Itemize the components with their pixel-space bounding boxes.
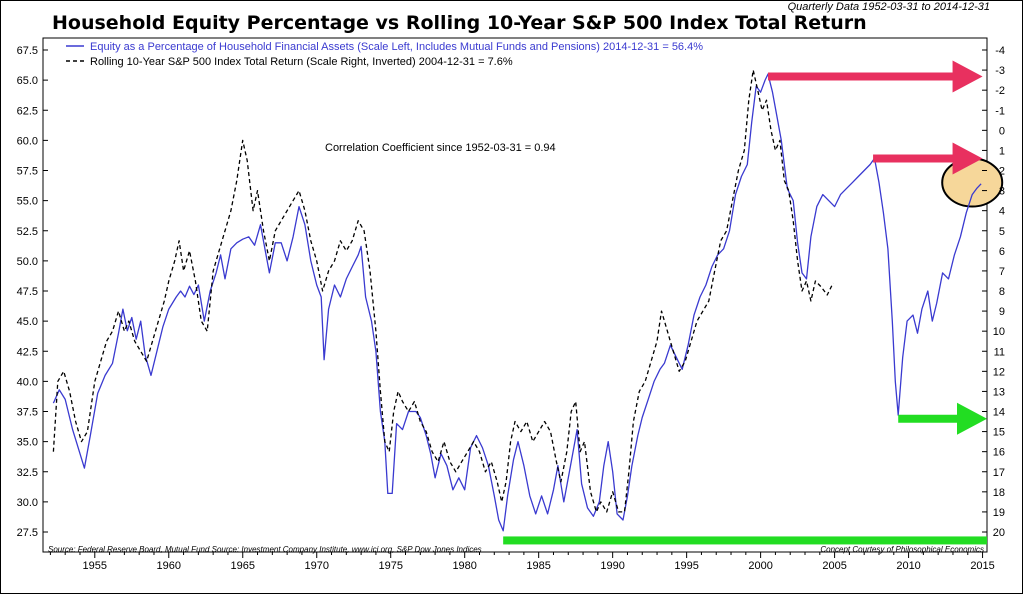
left-tick-label: 27.5 — [17, 527, 38, 539]
right-tick-label: 5 — [999, 226, 1005, 238]
highlight-arrow — [898, 402, 987, 435]
chart-title: Household Equity Percentage vs Rolling 1… — [52, 12, 867, 34]
legend-label-equity: Equity as a Percentage of Household Fina… — [90, 41, 703, 53]
left-tick-label: 30.0 — [17, 497, 38, 509]
x-tick-label: 1975 — [378, 560, 402, 572]
source-note: Source: Federal Reserve Board, Mutual Fu… — [48, 545, 482, 554]
left-tick-label: 57.5 — [17, 166, 38, 178]
left-tick-label: 40.0 — [17, 376, 38, 388]
left-tick-label: 55.0 — [17, 196, 38, 208]
right-tick-label: 10 — [993, 326, 1005, 338]
right-tick-label: 0 — [999, 125, 1005, 137]
x-tick-label: 1985 — [526, 560, 550, 572]
x-tick-label: 1970 — [304, 560, 328, 572]
left-tick-label: 45.0 — [17, 316, 38, 328]
highlight-arrow — [873, 142, 983, 175]
right-tick-label: 7 — [999, 266, 1005, 278]
rolling-return-line — [52, 69, 834, 513]
left-tick-label: 32.5 — [17, 467, 38, 479]
x-axis: 1955 1960 1965 1970 1975 1980 1985 1990 1995 2000… — [49, 552, 995, 572]
credit-note: Concept Courtesy of Philosophical Econom… — [820, 545, 984, 554]
left-tick-label: 50.0 — [17, 256, 38, 268]
correlation-annotation: Correlation Coefficient since 1952-03-31… — [325, 142, 556, 154]
highlight-arrow — [768, 60, 983, 93]
right-tick-label: 8 — [999, 286, 1005, 298]
right-tick-label: 4 — [999, 206, 1005, 218]
right-tick-label: 14 — [993, 407, 1005, 419]
right-tick-label: 15 — [993, 427, 1005, 439]
right-tick-label: 12 — [993, 366, 1005, 378]
right-tick-label: -1 — [995, 105, 1005, 117]
x-tick-label: 1995 — [674, 560, 698, 572]
left-tick-label: 67.5 — [17, 45, 38, 57]
x-tick-label: 1960 — [157, 560, 181, 572]
left-tick-label: 62.5 — [17, 105, 38, 117]
left-tick-label: 37.5 — [17, 407, 38, 419]
highlight-circle — [941, 157, 1004, 208]
right-tick-label: -2 — [995, 85, 1005, 97]
left-tick-label: 35.0 — [17, 437, 38, 449]
left-tick-label: 47.5 — [17, 286, 38, 298]
legend: Equity as a Percentage of Household Fina… — [66, 41, 703, 68]
x-tick-label: 1955 — [83, 560, 107, 572]
x-tick-label: 1980 — [452, 560, 476, 572]
right-tick-label: 13 — [993, 386, 1005, 398]
right-tick-label: 19 — [993, 507, 1005, 519]
right-tick-label: 20 — [993, 527, 1005, 539]
right-tick-label: -3 — [995, 65, 1005, 77]
chart-subtitle: Quarterly Data 1952-03-31 to 2014-12-31 — [788, 1, 990, 13]
right-tick-label: 11 — [994, 346, 1005, 358]
right-tick-label: 16 — [993, 447, 1005, 459]
right-tick-label: 3 — [999, 186, 1005, 198]
x-tick-label: 2005 — [822, 560, 846, 572]
equity-percentage-line — [52, 73, 982, 532]
x-tick-label: 2010 — [896, 560, 920, 572]
right-tick-label: 9 — [999, 306, 1005, 318]
series-layer — [52, 69, 982, 532]
right-tick-label: 2 — [999, 166, 1005, 178]
right-tick-label: -4 — [995, 45, 1005, 57]
x-tick-label: 1990 — [600, 560, 624, 572]
left-tick-label: 52.5 — [17, 226, 38, 238]
legend-label-return: Rolling 10-Year S&P 500 Index Total Retu… — [90, 56, 513, 68]
left-y-axis: 27.5 30.0 32.5 35.0 37.5 40.0 42.5 45.0 47.5 50.0… — [17, 45, 48, 539]
right-tick-label: 6 — [999, 246, 1005, 258]
left-tick-label: 65.0 — [17, 75, 38, 87]
x-tick-label: 1965 — [231, 560, 255, 572]
x-tick-label: 2015 — [970, 560, 994, 572]
left-tick-label: 42.5 — [17, 346, 38, 358]
right-tick-label: 18 — [993, 487, 1005, 499]
right-tick-label: 17 — [993, 467, 1005, 479]
plot-frame — [42, 37, 988, 553]
x-tick-label: 2000 — [748, 560, 772, 572]
highlight-annotations — [768, 60, 987, 435]
left-tick-label: 60.0 — [17, 135, 38, 147]
highlight-bar — [503, 536, 987, 545]
right-tick-label: 1 — [999, 145, 1005, 157]
